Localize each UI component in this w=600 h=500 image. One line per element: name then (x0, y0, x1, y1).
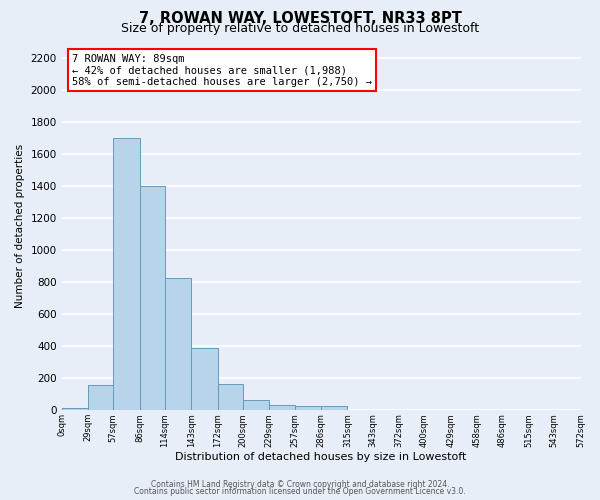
Text: Size of property relative to detached houses in Lowestoft: Size of property relative to detached ho… (121, 22, 479, 35)
Text: Contains public sector information licensed under the Open Government Licence v3: Contains public sector information licen… (134, 487, 466, 496)
Text: Contains HM Land Registry data © Crown copyright and database right 2024.: Contains HM Land Registry data © Crown c… (151, 480, 449, 489)
Bar (243, 400, 269, 410)
Bar (191, 348, 218, 410)
Bar (140, 186, 165, 410)
Y-axis label: Number of detached properties: Number of detached properties (15, 144, 25, 308)
Text: 7 ROWAN WAY: 89sqm
← 42% of detached houses are smaller (1,988)
58% of semi-deta: 7 ROWAN WAY: 89sqm ← 42% of detached hou… (72, 54, 372, 86)
Bar (113, 138, 140, 410)
Bar (269, 406, 295, 410)
Bar (218, 384, 243, 410)
Bar (165, 278, 191, 410)
Bar (62, 408, 88, 410)
Text: 7, ROWAN WAY, LOWESTOFT, NR33 8PT: 7, ROWAN WAY, LOWESTOFT, NR33 8PT (139, 11, 461, 26)
Bar (321, 406, 347, 410)
Bar (295, 406, 321, 410)
Bar (88, 384, 113, 410)
X-axis label: Distribution of detached houses by size in Lowestoft: Distribution of detached houses by size … (175, 452, 467, 462)
